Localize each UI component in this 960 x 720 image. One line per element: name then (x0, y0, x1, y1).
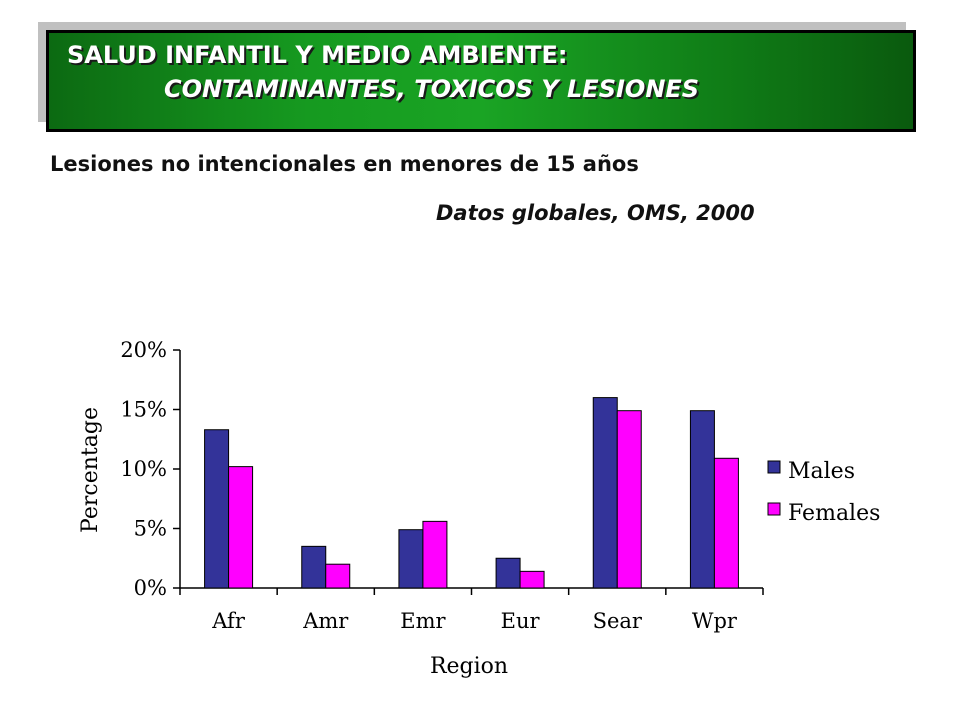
y-tick-label: 0% (134, 576, 167, 600)
y-tick-label: 15% (120, 398, 167, 422)
x-axis-label: Region (430, 654, 508, 679)
bar-males-afr (204, 429, 230, 589)
title-banner: SALUD INFANTIL Y MEDIO AMBIENTE: CONTAMI… (46, 30, 916, 132)
bar-males-sear (592, 397, 618, 589)
x-tick-label: Sear (593, 609, 643, 633)
bar-females-emr (422, 520, 448, 589)
legend: Males Females (767, 459, 880, 526)
legend-swatch-females (767, 502, 781, 516)
bar-females-afr (228, 466, 254, 589)
bar-females-sear (616, 410, 642, 589)
bar-females-eur (519, 570, 545, 589)
y-tick-label: 20% (120, 338, 167, 362)
legend-label-females: Females (788, 501, 880, 526)
legend-label-males: Males (788, 459, 855, 484)
x-tick-label: Afr (211, 609, 246, 633)
bar-females-amr (325, 563, 351, 589)
banner-title-line2: CONTAMINANTES, TOXICOS Y LESIONES (164, 75, 700, 103)
y-axis: 0% 5% 10% 15% 20% (120, 338, 181, 600)
bar-males-amr (301, 545, 327, 589)
x-axis: Afr Amr Emr Eur Sear Wpr (179, 587, 764, 633)
x-tick-label: Eur (501, 609, 541, 633)
y-tick-label: 10% (120, 457, 167, 481)
y-axis-label: Percentage (78, 407, 103, 533)
x-tick-label: Emr (400, 609, 446, 633)
banner-title-line1: SALUD INFANTIL Y MEDIO AMBIENTE: (67, 41, 568, 69)
y-tick-label: 5% (134, 517, 167, 541)
bars (204, 397, 739, 589)
bar-males-wpr (689, 410, 715, 589)
data-source: Datos globales, OMS, 2000 (436, 201, 755, 225)
x-tick-label: Amr (302, 609, 349, 633)
slide-subtitle: Lesiones no intencionales en menores de … (50, 152, 639, 176)
legend-swatch-males (767, 460, 781, 474)
bar-females-wpr (713, 457, 739, 589)
bar-males-eur (495, 557, 521, 589)
x-tick-label: Wpr (692, 609, 738, 633)
bar-males-emr (398, 529, 424, 589)
